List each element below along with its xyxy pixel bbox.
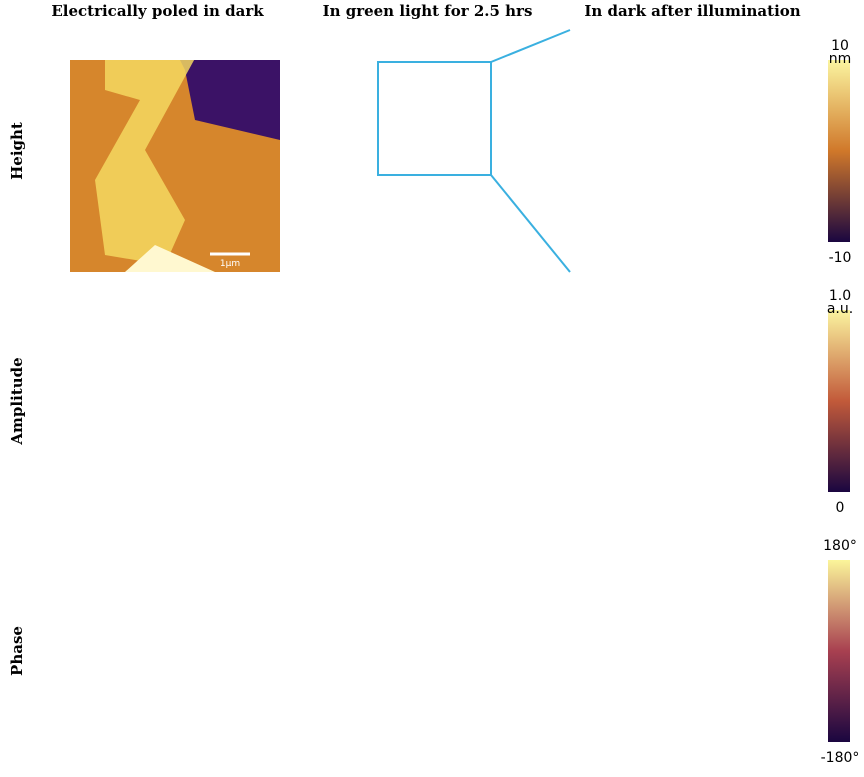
panel-label: (i)	[576, 539, 597, 563]
domain-z	[95, 290, 205, 515]
column-title: In dark after illumination	[584, 2, 800, 20]
write-square	[450, 325, 486, 361]
domain-z	[95, 540, 205, 765]
colorbar	[828, 310, 850, 492]
pol-symbol	[201, 614, 213, 626]
panel-label: (d)	[311, 39, 339, 63]
scale-bar-label: 1µm	[220, 259, 240, 269]
zoom-line	[491, 30, 570, 62]
panel-label: (c)	[41, 539, 68, 563]
colorbar-unit: nm	[829, 51, 852, 67]
scale-bar-label: 1µm	[220, 759, 240, 769]
panel-image	[570, 30, 815, 272]
panel-image	[35, 280, 280, 522]
panel-image	[570, 280, 815, 522]
domain	[435, 30, 550, 140]
domain	[570, 530, 720, 772]
panel-bg	[305, 530, 550, 772]
colorbar-min: -180°	[821, 750, 860, 766]
panel-image	[35, 30, 280, 272]
write-square-inner	[461, 616, 477, 632]
scale-bar-label: 500nm	[749, 259, 781, 269]
colorbar-unit: a.u.	[827, 301, 853, 317]
pol-symbol	[252, 554, 274, 576]
write-square-inner	[211, 603, 228, 620]
panel-bg	[305, 30, 550, 272]
column-title: Electrically poled in dark	[51, 2, 264, 20]
row-label: Amplitude	[8, 357, 26, 445]
panel-bg	[305, 280, 550, 522]
panel-image	[35, 530, 280, 772]
pol-symbol	[757, 649, 779, 671]
domain	[645, 30, 815, 272]
domain-z	[365, 290, 475, 515]
colorbar-min: 0	[836, 500, 845, 516]
panel-label: (f)	[311, 539, 334, 563]
colorbar	[828, 560, 850, 742]
write-square	[725, 622, 819, 716]
pol-symbol	[765, 657, 772, 664]
scale-bar-label: 1µm	[220, 509, 240, 519]
domain	[570, 280, 720, 522]
panel-label: (g)	[576, 39, 604, 63]
scale-bar-label: 500nm	[749, 509, 781, 519]
panel-image	[305, 30, 550, 272]
panel-bg	[35, 530, 280, 772]
domain	[645, 280, 815, 522]
scale-bar-label: 1µm	[490, 509, 510, 519]
panel-bg	[35, 280, 280, 522]
write-square-inner	[751, 648, 791, 688]
pol-symbol	[789, 679, 807, 697]
colorbar	[828, 60, 850, 242]
write-square	[450, 605, 492, 647]
write-square	[200, 312, 238, 350]
panel-bg	[570, 530, 815, 772]
domain	[645, 530, 815, 772]
pol-symbol	[124, 667, 146, 689]
pol-symbol	[510, 572, 517, 579]
figure: Electrically poled in dark In green light…	[0, 0, 864, 777]
panel-label: (a)	[41, 39, 69, 63]
zoom-box	[378, 62, 491, 175]
pol-symbol	[132, 675, 139, 682]
colorbar-max: 180°	[823, 538, 857, 554]
pol-symbol	[260, 562, 267, 569]
scale-bar-label: 1µm	[490, 259, 510, 269]
panel-image	[305, 280, 550, 522]
pol-symbol	[451, 630, 463, 642]
column-title: In green light for 2.5 hrs	[323, 2, 533, 20]
scale-bar-label: 500nm	[749, 759, 781, 769]
pol-symbol	[448, 627, 466, 645]
domain-z	[365, 40, 475, 265]
domain-z	[365, 540, 475, 765]
pol-symbol	[502, 564, 524, 586]
dashed	[630, 585, 690, 650]
write-square	[725, 342, 813, 430]
panel-image	[305, 530, 550, 772]
colorbar-min: -10	[829, 250, 852, 266]
panel-image	[570, 530, 819, 772]
panel-label: (h)	[576, 289, 604, 313]
panel-bg	[570, 30, 815, 272]
scale-bar-label: 1µm	[490, 759, 510, 769]
panel-label: (e)	[311, 289, 339, 313]
write-square	[200, 592, 244, 636]
row-label: Phase	[8, 626, 26, 676]
pol-symbol	[792, 682, 804, 694]
row-label: Height	[8, 122, 26, 180]
panel-bg	[570, 280, 815, 522]
panel-label: (b)	[41, 289, 69, 313]
dashed	[630, 85, 690, 150]
pol-symbol	[198, 611, 216, 629]
zoom-line	[491, 175, 570, 272]
domain	[570, 30, 720, 272]
dashed	[630, 335, 690, 400]
domain	[395, 245, 485, 272]
